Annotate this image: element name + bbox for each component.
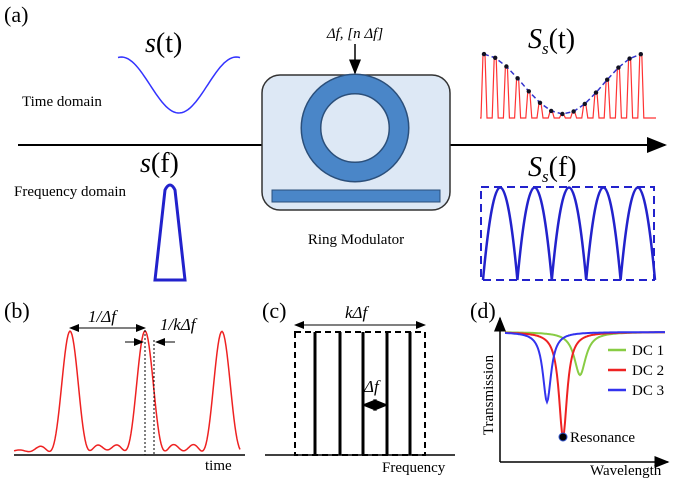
argument: (t): [549, 24, 575, 55]
sampled-spectrum: [483, 188, 655, 281]
sampled-pulses: [480, 54, 656, 118]
drive-label: Δf, [n Δf]: [326, 26, 384, 42]
sample-dot: [482, 52, 486, 56]
sample-dot: [549, 109, 553, 113]
sample-dot: [616, 65, 620, 69]
symbol: S: [528, 152, 542, 183]
sample-dot: [560, 112, 564, 116]
sample-dot: [583, 102, 587, 106]
sampled-freq-label: Ss(f): [528, 152, 577, 186]
sample-dot: [639, 52, 643, 56]
x-axis-label: Wavelength: [590, 463, 662, 479]
sample-dot: [571, 109, 575, 113]
sample-dot: [493, 56, 497, 60]
resonance-label: Resonance: [570, 430, 635, 446]
figure: (a) Δf, [n Δf] Ring Modulator s(t) Time …: [0, 0, 676, 481]
y-axis-label: Transmission: [481, 354, 497, 435]
axis-label: Frequency: [382, 460, 446, 476]
sample-dot: [504, 64, 508, 68]
panel-label: (b): [4, 298, 30, 323]
legend-label: DC 3: [632, 383, 664, 399]
time-domain-label: Time domain: [22, 94, 102, 110]
spacing-label: Δf: [363, 377, 381, 396]
sample-dot: [605, 78, 609, 82]
sample-dot: [527, 89, 531, 93]
period-label: 1/Δf: [88, 307, 118, 326]
panel-label: (a): [4, 2, 28, 27]
bus-waveguide: [272, 190, 440, 202]
spectrum-pulse: [155, 185, 185, 280]
width-label: 1/kΔf: [160, 315, 198, 334]
panel-label: (c): [262, 298, 286, 323]
symbol: s: [145, 28, 156, 59]
sample-dot: [515, 76, 519, 80]
span-label: kΔf: [345, 303, 370, 322]
resonance-point: [559, 433, 567, 441]
symbol: s: [140, 148, 151, 179]
modulator-label: Ring Modulator: [308, 232, 404, 248]
legend-label: DC 2: [632, 363, 664, 379]
comb-lines: [315, 332, 410, 455]
pulse-train: [14, 331, 240, 452]
argument: (t): [156, 28, 182, 59]
sample-dot: [627, 56, 631, 60]
axis-label: time: [205, 458, 232, 474]
argument: (f): [151, 148, 179, 179]
time-signal-curve: [118, 57, 240, 113]
sample-dot: [594, 90, 598, 94]
panel-label: (d): [470, 298, 496, 323]
time-signal-label: s(t): [145, 28, 182, 59]
frequency-domain-label: Frequency domain: [14, 184, 127, 200]
symbol: S: [528, 24, 542, 55]
sample-dot: [538, 101, 542, 105]
argument: (f): [549, 152, 577, 183]
sampled-time-label: Ss(t): [528, 24, 575, 58]
legend-label: DC 1: [632, 343, 664, 359]
freq-signal-label: s(f): [140, 148, 179, 179]
